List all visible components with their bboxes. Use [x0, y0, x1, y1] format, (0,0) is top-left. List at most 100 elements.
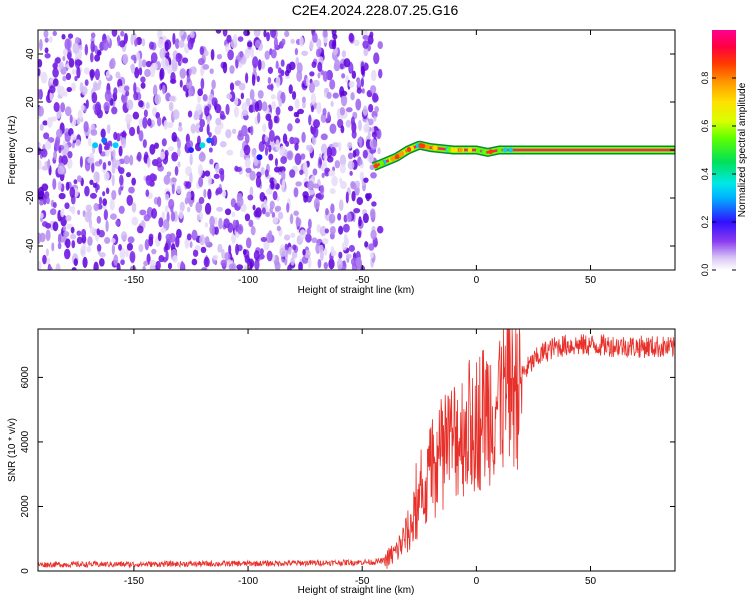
spectrogram-cell	[322, 30, 328, 38]
spectrogram-cell	[367, 130, 371, 141]
spectrogram-cell	[66, 223, 73, 230]
spectrogram-cell	[222, 61, 228, 74]
spectrogram-cell	[301, 96, 306, 104]
spectrogram-cell	[164, 205, 169, 213]
spectrogram-cell	[294, 98, 300, 109]
spectrogram-cell	[53, 78, 59, 87]
spectrogram-cell	[329, 123, 337, 134]
spectrogram-cell	[164, 149, 169, 158]
spectrogram-cell	[136, 225, 144, 234]
spectrogram-cell	[362, 40, 369, 49]
spectrogram-cell	[138, 130, 144, 142]
spectrogram-cell	[54, 139, 60, 152]
spectrogram-cell	[163, 219, 170, 231]
spectrogram-cell	[339, 180, 347, 190]
spectrogram-cell	[136, 125, 140, 135]
spectrogram-cell	[358, 119, 362, 132]
spectrogram-cell	[154, 142, 160, 149]
spectrogram-cell	[238, 82, 246, 91]
spectrogram-cell	[290, 38, 295, 44]
spectrogram-cell	[353, 208, 361, 214]
spectrogram-cell	[232, 219, 237, 229]
spectrogram-peak	[101, 137, 108, 144]
spectrogram-cell	[237, 133, 244, 141]
spectrogram-cell	[74, 36, 80, 44]
spectrogram-cell	[77, 209, 81, 216]
spectrogram-cell	[272, 190, 278, 201]
spectrogram-cell	[82, 256, 88, 269]
spectrogram-cell	[86, 208, 92, 220]
spectrogram-cell	[216, 53, 223, 60]
x-tick-label: -150	[124, 275, 144, 286]
spectrogram-cell	[374, 106, 379, 113]
spectrogram-cell	[156, 116, 162, 127]
spectrogram-cell	[298, 261, 303, 270]
spectrogram-cell	[264, 50, 270, 60]
spectrogram-cell	[204, 105, 210, 117]
spectrogram-cell	[204, 236, 210, 246]
spectrogram-cell	[225, 103, 230, 115]
spectrogram-cell	[64, 202, 70, 210]
spectrogram-cell	[310, 105, 315, 113]
spectrogram-cell	[263, 30, 267, 38]
spectrogram-cell	[64, 38, 71, 51]
spectrogram-cell	[157, 38, 165, 49]
spectrogram-cell	[331, 40, 337, 50]
spectrogram-cell	[165, 193, 170, 201]
spectrogram-cell	[332, 92, 339, 99]
spectrogram-cell	[67, 51, 72, 60]
spectrogram-cell	[80, 86, 88, 96]
spectrogram-cell	[275, 106, 281, 116]
spectrogram-cell	[220, 170, 225, 182]
spectrogram-cell	[55, 128, 63, 139]
spectrogram-cell	[281, 178, 286, 191]
spectrogram-cell	[234, 96, 239, 107]
spectrogram-cell	[171, 151, 179, 162]
spectrogram-cell	[209, 68, 214, 75]
spectrogram-cell	[216, 104, 222, 114]
spectrogram-cell	[256, 171, 262, 179]
spectrogram-cell	[322, 70, 328, 82]
spectrogram-cell	[288, 84, 293, 95]
spectrogram-cell	[207, 174, 212, 187]
spectrogram-cell	[211, 135, 218, 147]
spectrogram-cell	[129, 265, 137, 270]
spectrogram-y-label: Frequency (Hz)	[7, 116, 18, 185]
spectrogram-cell	[74, 139, 81, 147]
spectrogram-cell	[347, 152, 354, 160]
spectrogram-cell	[145, 101, 150, 110]
snr-panel: -150 -100 -50 0 50 0 2000 4000 6000 Height of st…	[7, 328, 676, 596]
spectrogram-cell	[70, 133, 77, 141]
y-tick-label: 2000	[20, 495, 31, 518]
spectrogram-cell	[49, 85, 56, 94]
spectrogram-cell	[178, 122, 182, 128]
spectrogram-cell	[159, 151, 166, 160]
spectrogram-cell	[170, 211, 176, 222]
spectrogram-cell	[76, 117, 81, 125]
spectrogram-cell	[343, 233, 348, 244]
spectrogram-cell	[377, 147, 381, 155]
spectrogram-cell	[48, 266, 53, 270]
spectrogram-cell	[51, 116, 57, 122]
signal-spot	[390, 156, 396, 162]
spectrogram-cell	[370, 138, 378, 150]
spectrogram-cell	[327, 111, 331, 122]
spectrogram-cell	[118, 187, 122, 196]
spectrogram-cell	[299, 36, 304, 47]
spectrogram-cell	[323, 261, 329, 270]
spectrogram-cell	[69, 186, 76, 199]
spectrogram-cell	[370, 69, 377, 82]
spectrogram-cell	[264, 135, 269, 143]
spectrogram-cell	[187, 110, 193, 118]
spectrogram-cell	[252, 204, 256, 211]
spectrogram-cell	[195, 122, 201, 134]
spectrogram-cell	[235, 243, 239, 256]
spectrogram-cell	[301, 50, 309, 56]
spectrogram-cell	[138, 58, 143, 71]
spectrogram-cell	[66, 158, 73, 169]
spectrogram-cell	[113, 254, 119, 266]
spectrogram-cell	[110, 238, 116, 244]
spectrogram-cell	[107, 160, 112, 166]
spectrogram-cell	[323, 87, 330, 94]
spectrogram-cell	[290, 257, 295, 266]
